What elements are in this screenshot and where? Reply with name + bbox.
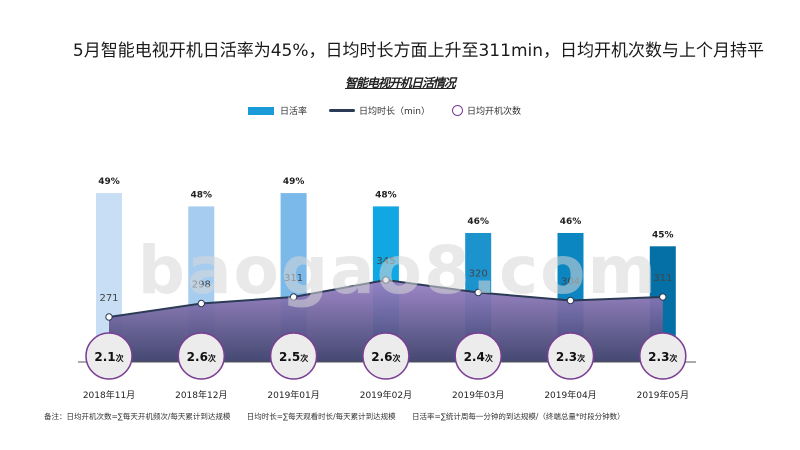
chart-subtitle: 智能电视开机日活情况 — [344, 76, 456, 90]
legend-item-bar: 日活率 — [248, 104, 307, 117]
bar-value-label: 49% — [98, 177, 120, 187]
duration-value-label: 311 — [284, 273, 303, 284]
open-count-label: 2.6次 — [187, 350, 216, 364]
legend-line-swatch — [329, 109, 355, 112]
open-count-label: 2.1次 — [94, 350, 123, 364]
x-tick-label: 2018年11月 — [83, 389, 135, 401]
legend: 日活率 日均时长（min） 日均开机次数 — [0, 104, 800, 118]
x-tick-label: 2019年02月 — [360, 389, 412, 401]
duration-point — [566, 296, 575, 305]
x-tick-label: 2019年01月 — [267, 389, 319, 401]
open-count-circle — [177, 332, 226, 380]
duration-value-label: 304 — [561, 277, 580, 288]
duration-value-label: 271 — [99, 293, 118, 304]
duration-point — [289, 293, 298, 301]
x-tick-label: 2019年03月 — [452, 389, 504, 401]
legend-item-line: 日均时长（min） — [329, 104, 430, 117]
footnote-item: 日均时长=∑每天观看时长/每天累计到达规模 — [246, 412, 396, 421]
open-count-circle — [639, 332, 687, 380]
open-count-label: 2.3次 — [556, 350, 585, 364]
duration-value-label: 320 — [469, 269, 488, 280]
legend-circle-label: 日均开机次数 — [467, 107, 522, 117]
duration-value-label: 298 — [192, 280, 211, 291]
legend-bar-label: 日活率 — [280, 107, 308, 117]
open-count-circle — [546, 332, 595, 380]
legend-circle-swatch — [452, 105, 463, 116]
footnote: 备注：日均开机次数=∑每天开机频次/每天累计到达规模 日均时长=∑每天观看时长/… — [44, 411, 639, 422]
duration-point — [382, 276, 390, 284]
bar-value-label: 49% — [283, 177, 305, 187]
open-count-circle — [269, 332, 318, 380]
open-count-label: 2.3次 — [648, 350, 677, 364]
open-count-label: 2.5次 — [279, 350, 308, 364]
footnote-item: 日活率=∑统计周每一分钟的到达规模/（终端总量*时段分钟数） — [412, 412, 625, 421]
x-tick-label: 2018年12月 — [175, 389, 227, 401]
duration-value-label: 311 — [653, 273, 672, 284]
headline: 5月智能电视开机日活率为45%，日均时长方面上升至311min，日均开机次数与上… — [72, 41, 764, 61]
duration-value-label: 345 — [376, 256, 395, 267]
bar-value-label: 45% — [652, 230, 674, 240]
bar-value-label: 48% — [375, 190, 397, 200]
duration-point — [474, 288, 482, 297]
open-count-label: 2.4次 — [464, 350, 493, 364]
legend-line-label: 日均时长（min） — [359, 107, 430, 117]
bar-value-label: 46% — [467, 217, 489, 227]
duration-point — [197, 299, 206, 308]
duration-point — [659, 293, 667, 301]
open-count-circle — [362, 332, 410, 380]
open-count-label: 2.6次 — [371, 350, 400, 364]
open-count-circle — [85, 332, 133, 380]
footnote-item: 备注：日均开机次数=∑每天开机频次/每天累计到达规模 — [44, 412, 231, 421]
x-tick-label: 2019年05月 — [637, 389, 689, 401]
duration-point — [105, 313, 113, 321]
open-count-circle — [454, 332, 502, 380]
legend-item-circle: 日均开机次数 — [452, 104, 521, 117]
bar-value-label: 48% — [191, 190, 213, 200]
legend-bar-swatch — [248, 106, 274, 115]
bar-value-label: 46% — [560, 217, 582, 227]
x-tick-label: 2019年04月 — [544, 389, 596, 401]
